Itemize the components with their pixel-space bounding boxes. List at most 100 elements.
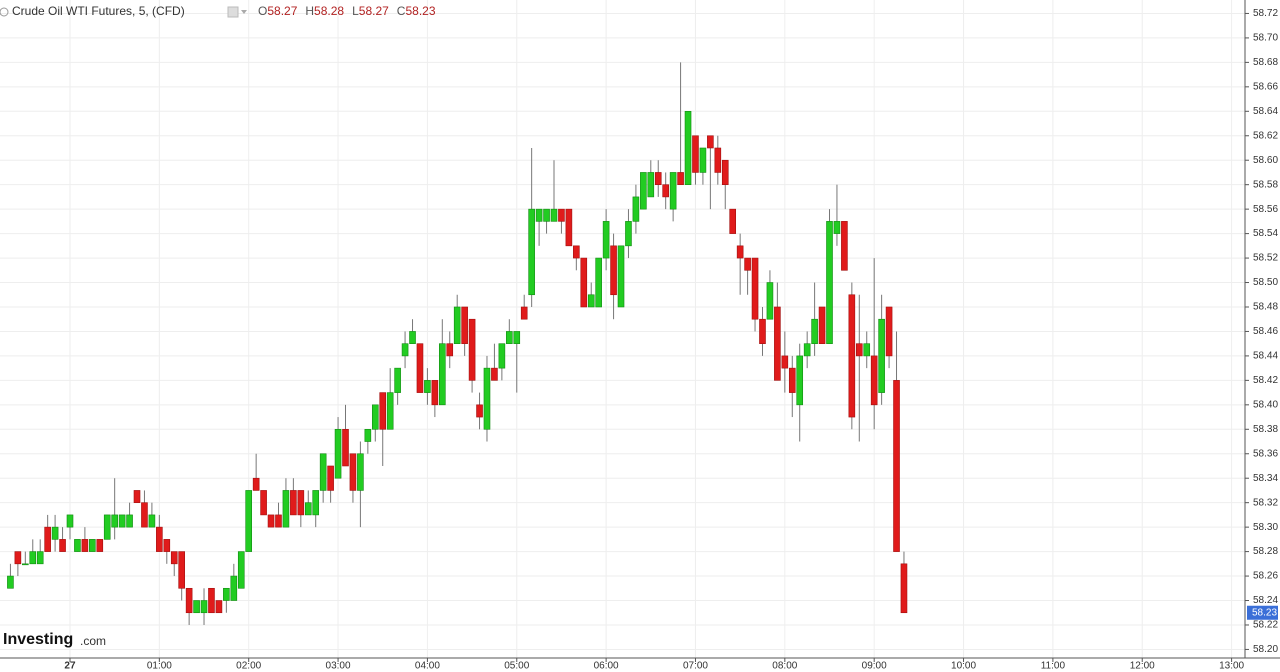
candle-body (371, 404, 379, 430)
candle-body (252, 477, 260, 491)
y-tick-label: 58.30 (1253, 522, 1278, 533)
candle-body (141, 502, 148, 528)
candle-body (729, 208, 737, 234)
candle-body (103, 514, 111, 540)
candle-body (260, 490, 267, 516)
candle-body (654, 172, 662, 185)
candle-body (409, 331, 416, 344)
candle-body (855, 343, 863, 357)
settings-icon[interactable] (227, 6, 239, 18)
x-tick-label: 09:00 (862, 661, 887, 672)
candle-body (692, 135, 699, 173)
candle-body (319, 453, 327, 491)
candle-body (424, 380, 431, 393)
candle-body (461, 306, 468, 344)
candle-body (237, 551, 245, 589)
candle-body (781, 355, 789, 369)
x-tick-label: 13:00 (1219, 661, 1244, 672)
candle-body (721, 159, 729, 185)
y-tick-label: 58.66 (1253, 81, 1278, 92)
candle-body (826, 221, 833, 344)
legend-key: C (397, 4, 406, 18)
candle-body (74, 539, 81, 552)
candle-body (796, 355, 804, 406)
chart-title: Crude Oil WTI Futures, 5, (CFD) (12, 4, 185, 18)
candle-body (357, 453, 364, 491)
candle-body (51, 526, 59, 540)
last-price-box (1247, 605, 1278, 620)
candle-body (431, 380, 439, 406)
y-tick-label: 58.60 (1253, 155, 1278, 166)
watermark: Investing (3, 631, 73, 648)
candle-body (89, 539, 96, 552)
candle-body (595, 257, 602, 308)
candle-body (59, 539, 66, 552)
dropdown-icon[interactable] (241, 10, 247, 14)
candle-body (632, 196, 640, 222)
candle-body (223, 587, 230, 601)
candle-body (208, 587, 215, 614)
x-tick-label: 01:00 (147, 661, 172, 672)
candle-body (491, 367, 498, 381)
candle-body (44, 526, 51, 552)
candle-body (7, 575, 14, 589)
grid (0, 0, 1245, 658)
candle-body (275, 514, 282, 528)
candle-body (550, 208, 558, 222)
candle-body (684, 110, 692, 185)
y-tick-label: 58.50 (1253, 277, 1278, 288)
x-tick-label: 06:00 (594, 661, 619, 672)
candle-body (513, 331, 521, 344)
y-tick-label: 58.72 (1253, 8, 1278, 19)
x-tick-label: 04:00 (415, 661, 440, 672)
candle-body (573, 245, 580, 259)
candle-body (36, 551, 44, 565)
candle-body (602, 221, 610, 259)
watermark-suffix: .com (80, 634, 106, 648)
candle-body (483, 367, 491, 430)
y-tick-label: 58.40 (1253, 399, 1278, 410)
candle-body (81, 539, 89, 552)
candle-body (841, 221, 848, 271)
candle-body (565, 208, 573, 247)
candle-body (662, 184, 669, 198)
collapse-icon[interactable] (0, 7, 9, 17)
candle-body (617, 245, 625, 308)
candle-body (29, 551, 37, 565)
y-tick-label: 58.48 (1253, 302, 1278, 313)
candle-body (640, 172, 647, 210)
candle-body (520, 306, 528, 320)
x-tick-label: 08:00 (772, 661, 797, 672)
candle-body (811, 318, 818, 344)
y-tick-label: 58.28 (1253, 546, 1278, 557)
candle-body (699, 147, 707, 173)
legend-key: L (352, 4, 359, 18)
x-tick-label: 03:00 (326, 661, 351, 672)
candle-body (535, 208, 543, 222)
candle-body (394, 367, 401, 393)
legend-value: 58.27 (359, 4, 389, 18)
candle-body (878, 318, 885, 393)
candle-body (379, 392, 387, 430)
candle-body (304, 502, 312, 516)
candle-body (848, 294, 856, 418)
legend-value: 58.23 (405, 4, 435, 18)
y-tick-label: 58.22 (1253, 620, 1278, 631)
x-tick-label: 02:00 (236, 661, 261, 672)
candle-body (133, 490, 141, 503)
candle-body (610, 245, 617, 296)
legend-key: O (258, 4, 267, 18)
candle-body (96, 539, 104, 552)
candle-body (163, 539, 171, 552)
y-tick-label: 58.62 (1253, 130, 1278, 141)
candle-body (669, 172, 677, 210)
candle-body (580, 257, 588, 308)
candle-body (818, 306, 826, 344)
candle-body (714, 147, 722, 173)
candle-body (744, 257, 751, 271)
y-tick-label: 58.20 (1253, 644, 1278, 655)
candle-body (282, 490, 290, 528)
candle-body (364, 428, 372, 442)
candle-body (66, 514, 74, 528)
